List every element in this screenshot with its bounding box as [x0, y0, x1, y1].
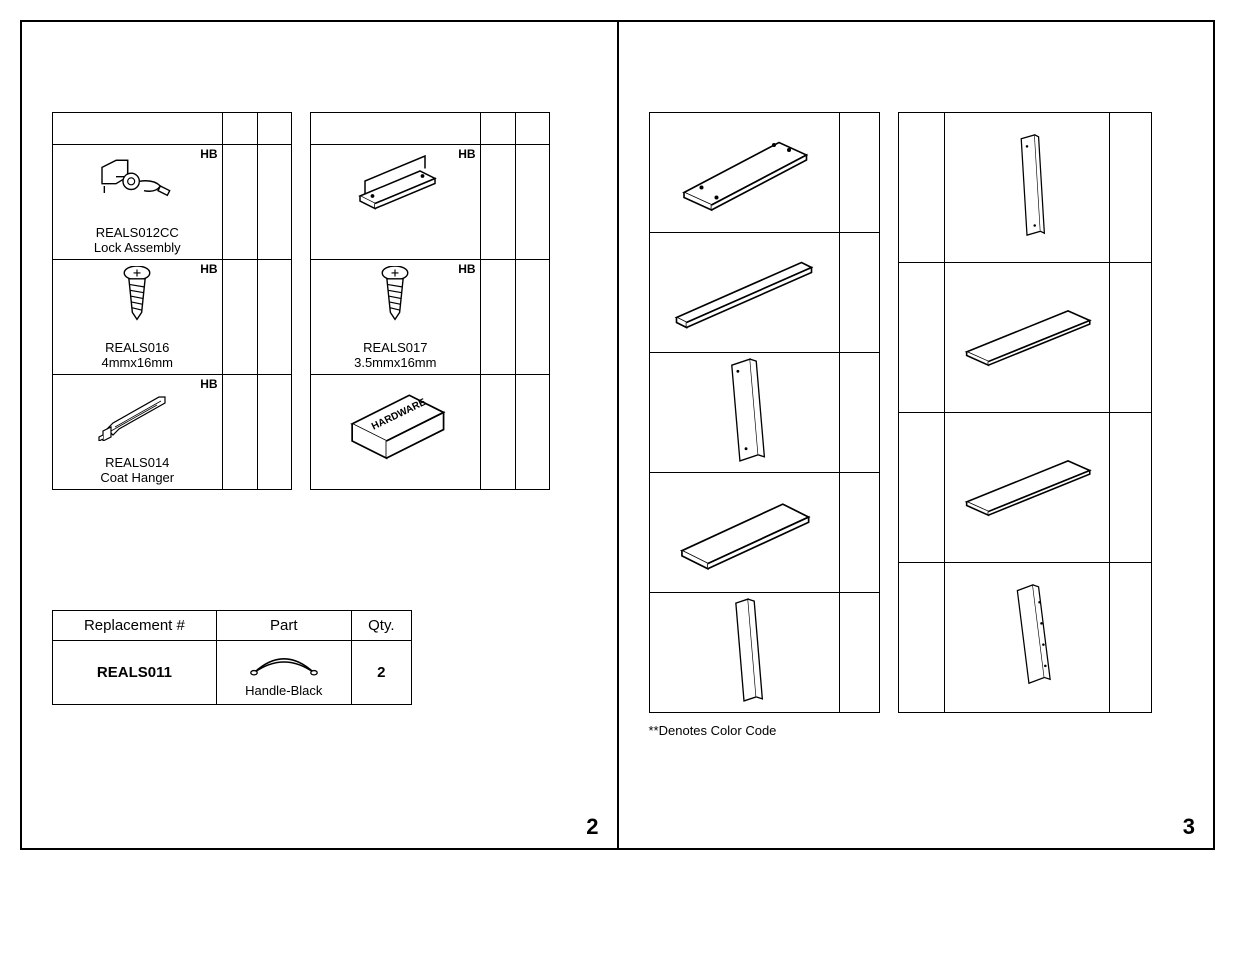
part-caption: REALS017 3.5mmx16mm: [311, 341, 480, 370]
rep-header-part: Part: [216, 611, 351, 641]
replacement-table: Replacement # Part Qty. REALS011 Handle-…: [52, 610, 412, 705]
hb-tag: HB: [200, 147, 217, 161]
handle-icon: [244, 647, 324, 677]
hb-tag: HB: [200, 377, 217, 391]
rep-part-label: Handle-Black: [225, 683, 343, 698]
color-code-note: **Denotes Color Code: [649, 723, 1184, 738]
screw-icon: [112, 266, 162, 324]
hb-tag: HB: [200, 262, 217, 276]
hw-row-hardware-box: [311, 375, 550, 490]
rep-header-qty: Qty.: [351, 611, 411, 641]
panel-top-holes-icon: [669, 120, 819, 220]
panel-narrow-tall-icon: [669, 595, 819, 705]
page-right: **Denotes Color Code 3: [619, 22, 1214, 848]
hw-row-screw-016: HB REALS016 4mmx16mm: [53, 260, 292, 375]
hw-row-bracket: HB: [311, 145, 550, 260]
panel-cell: [649, 353, 839, 473]
panel-flat-icon: [669, 480, 819, 580]
panel-table-right: [898, 112, 1152, 713]
panel-strip-tall-icon: [962, 131, 1092, 239]
part-caption: REALS016 4mmx16mm: [53, 341, 222, 370]
panel-cell: [944, 563, 1109, 713]
page-number-right: 3: [1183, 814, 1195, 840]
part-caption: REALS012CC Lock Assembly: [53, 226, 222, 255]
part-caption: REALS014 Coat Hanger: [53, 456, 222, 485]
coat-hanger-icon: [82, 381, 192, 441]
panel-side-tall-icon: [669, 355, 819, 465]
rail-icon: [669, 240, 819, 340]
panel-cell: [944, 113, 1109, 263]
rep-qty: 2: [351, 641, 411, 705]
hw-row-coat-hanger: HB REALS014 Coat Hanger: [53, 375, 292, 490]
panel-cell: [944, 263, 1109, 413]
panel-flat-thin-icon: [957, 435, 1097, 535]
hardware-tables-row: HB REALS012CC Lock Assembly HB REALS016: [52, 112, 587, 490]
hardware-table-left: HB REALS012CC Lock Assembly HB REALS016: [52, 112, 292, 490]
rep-header-id: Replacement #: [53, 611, 217, 641]
hw-row-lock-assembly: HB REALS012CC Lock Assembly: [53, 145, 292, 260]
hardware-table-right: HB HB REALS017 3.5mmx16mm: [310, 112, 550, 490]
screw-icon: [370, 266, 420, 324]
hw-row-screw-017: HB REALS017 3.5mmx16mm: [311, 260, 550, 375]
hb-tag: HB: [458, 147, 475, 161]
panel-cell: [649, 593, 839, 713]
page-number-left: 2: [586, 814, 598, 840]
page-left: HB REALS012CC Lock Assembly HB REALS016: [22, 22, 617, 848]
rep-part-cell: Handle-Black: [216, 641, 351, 705]
rep-id: REALS011: [53, 641, 217, 705]
hb-tag: HB: [458, 262, 475, 276]
panel-door-holes-icon: [962, 581, 1092, 689]
panel-tables-row: [649, 112, 1184, 713]
page-spread: HB REALS012CC Lock Assembly HB REALS016: [20, 20, 1215, 850]
lock-assembly-icon: [82, 151, 192, 207]
bracket-plate-icon: [340, 151, 450, 211]
panel-cell: [649, 233, 839, 353]
panel-cell: [944, 413, 1109, 563]
panel-cell: [649, 113, 839, 233]
panel-flat-thin-icon: [957, 285, 1097, 385]
part-caption: [311, 241, 480, 255]
panel-cell: [649, 473, 839, 593]
hardware-box-icon: [335, 381, 455, 461]
panel-table-left: [649, 112, 880, 713]
